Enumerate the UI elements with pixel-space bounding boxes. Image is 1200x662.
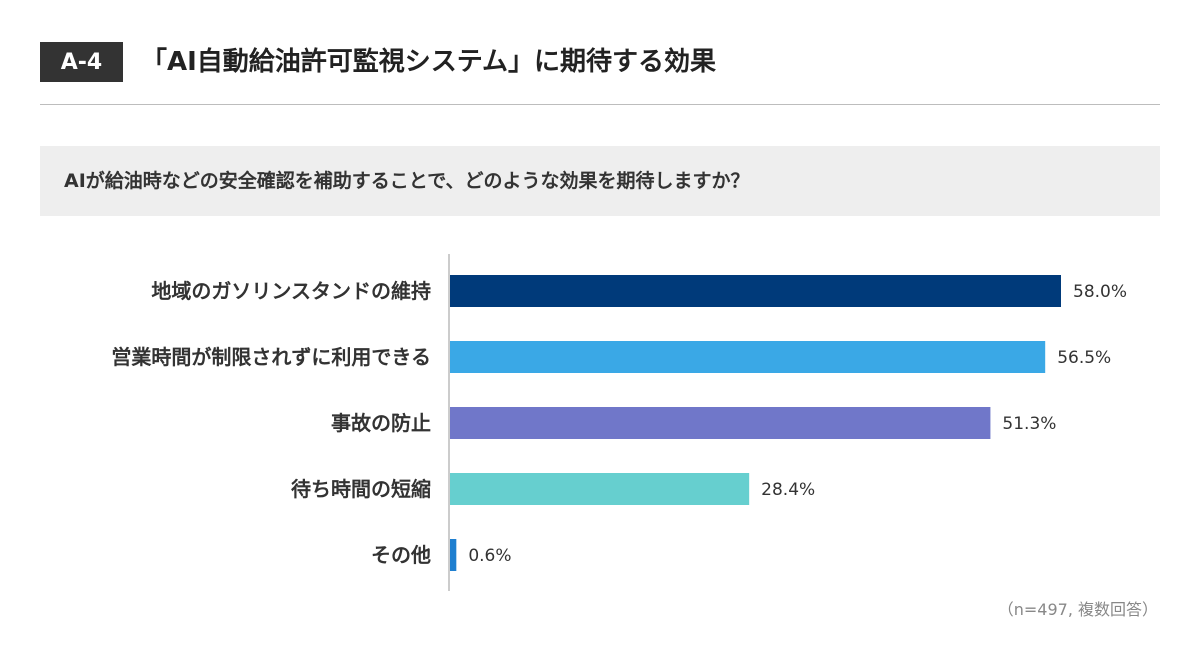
bar [450,407,991,439]
bar-chart: 地域のガソリンスタンドの維持 58.0% 営業時間が制限されずに利用できる 56.5%… [111,254,1127,591]
title-divider [40,104,1160,105]
value-label: 58.0% [1073,282,1127,302]
value-label: 51.3% [1002,414,1056,434]
category-label: 待ち時間の短縮 [291,477,431,501]
bar [450,275,1061,307]
value-label: 28.4% [761,480,815,500]
bar [450,473,750,505]
category-label: 地域のガソリンスタンドの維持 [151,279,431,303]
page-title: 「AI自動給油許可監視システム」に期待する効果 [141,47,717,77]
bars-group: 地域のガソリンスタンドの維持 58.0% 営業時間が制限されずに利用できる 56.5%… [111,275,1127,571]
value-label: 0.6% [468,546,511,566]
question-text: AIが給油時などの安全確認を補助することで、どのような効果を期待しますか？ [64,170,750,192]
category-label: 事故の防止 [331,411,431,435]
question-number-badge: A-4 [40,42,123,82]
question-box: AIが給油時などの安全確認を補助することで、どのような効果を期待しますか？ [40,146,1160,216]
value-label: 56.5% [1057,348,1111,368]
category-label: 営業時間が制限されずに利用できる [111,345,431,369]
category-label: その他 [371,543,431,567]
bar [450,539,457,571]
sample-note: （n=497, 複数回答） [997,600,1158,619]
bar [450,341,1046,373]
